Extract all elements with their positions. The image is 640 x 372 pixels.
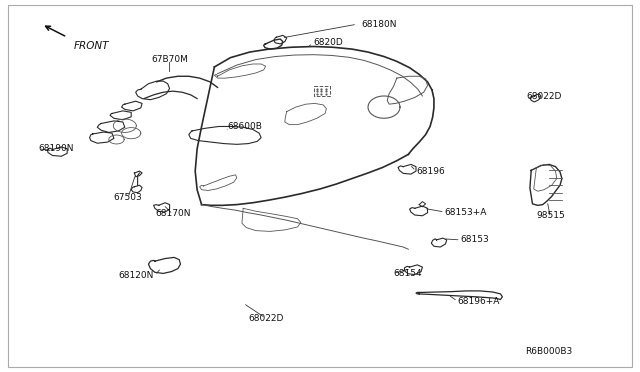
Text: 68196+A: 68196+A — [458, 297, 500, 306]
Text: 68022D: 68022D — [248, 314, 284, 323]
Text: 68154: 68154 — [394, 269, 422, 278]
Text: 67503: 67503 — [114, 193, 142, 202]
Text: 68170N: 68170N — [155, 209, 191, 218]
Text: 68153: 68153 — [461, 235, 490, 244]
Text: 68153+A: 68153+A — [445, 208, 487, 217]
Text: 67B70M: 67B70M — [151, 55, 188, 64]
Text: 98515: 98515 — [536, 211, 564, 220]
Text: 6820D: 6820D — [314, 38, 343, 47]
Text: 68022D: 68022D — [526, 92, 562, 101]
Text: 68120N: 68120N — [118, 271, 154, 280]
Text: R6B000B3: R6B000B3 — [525, 347, 573, 356]
Text: 68190N: 68190N — [38, 144, 74, 153]
Text: FRONT: FRONT — [74, 41, 109, 51]
Text: 68196: 68196 — [416, 167, 445, 176]
Text: 68180N: 68180N — [362, 20, 397, 29]
Text: 68600B: 68600B — [227, 122, 262, 131]
